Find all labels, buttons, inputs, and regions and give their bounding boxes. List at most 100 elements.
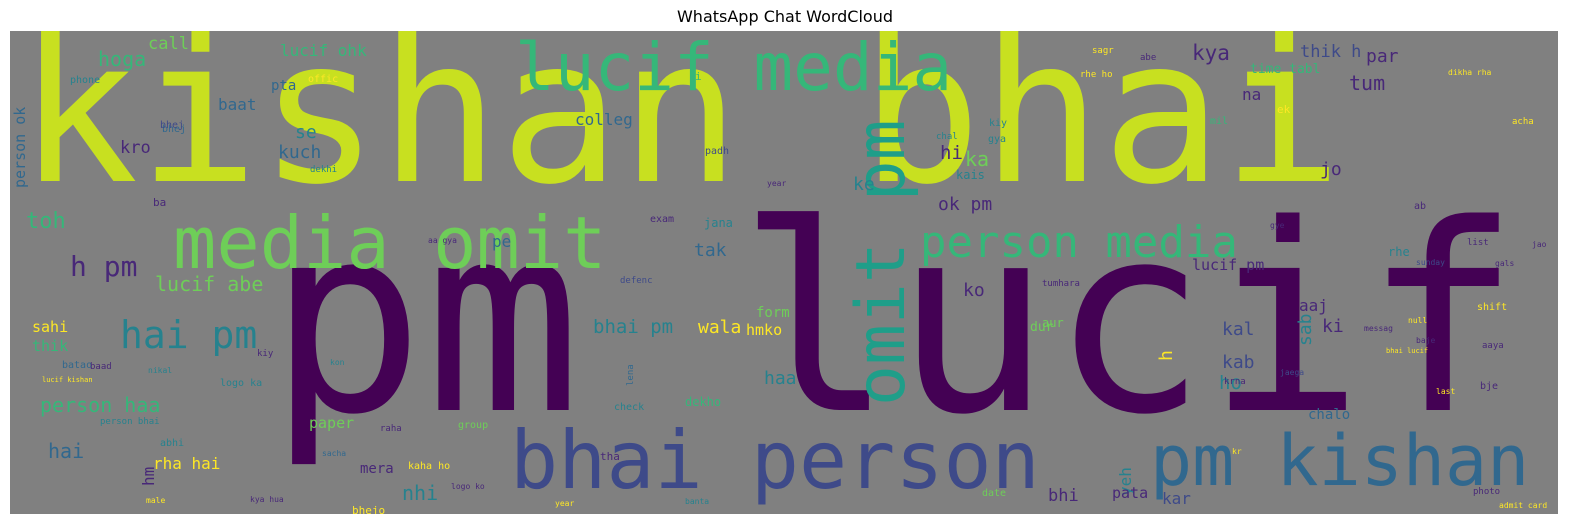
word: kaha ho [408,461,451,472]
word: check [614,402,645,413]
word: kishan bhai [18,31,1343,229]
word: banta [685,497,710,506]
word: bhej [162,124,187,135]
word: ek [1277,103,1291,116]
word: lucif kishan [42,376,93,384]
word: kya hua [250,495,284,504]
word: dekhi [310,165,338,175]
word: h pm [70,250,138,283]
word: chal [936,132,958,142]
word: ho [1219,372,1242,394]
word: sab [1295,313,1316,346]
word: rhe [1388,245,1410,259]
word: logo ko [451,482,485,491]
word: kar [1162,489,1191,508]
word: male [146,496,166,505]
word: par [1366,46,1399,67]
word: ab [1414,201,1427,212]
word: padh [705,146,730,157]
word: last [1436,387,1456,396]
word: bhai lucif [1386,347,1429,355]
word: pm kishan [1150,420,1530,502]
word: time tabl [1250,62,1321,77]
word: se [295,122,317,143]
word: pata [1112,484,1149,502]
word: batao [62,360,93,371]
word: list [1467,238,1489,248]
word: i [695,70,702,83]
word: phone [70,75,101,86]
word: paper [309,414,355,432]
word: gya [988,134,1007,145]
word: sagr [1092,46,1114,56]
word: haa [764,368,797,389]
word: aaya [1482,341,1504,351]
word: dekho [685,395,722,409]
word: kal [1222,319,1255,340]
word: jana [704,216,733,230]
word: kr [1232,447,1242,456]
word: chalo [1308,407,1351,423]
word: gye [1270,221,1285,230]
word: logo ka [220,378,263,389]
word: photo [1473,487,1501,497]
word: toh [26,209,66,234]
word: raha [380,424,402,434]
word: person bhai [100,417,160,427]
word: omit pm [842,119,921,406]
word: sacha [322,449,347,458]
word: sunday [1416,258,1445,267]
word: kya [1192,41,1230,65]
word: mera [360,461,394,477]
word: bhai person [510,414,1040,507]
word: call [148,34,189,54]
word: hm [139,466,158,486]
word: kiy [257,349,274,359]
word: na [1242,85,1262,104]
word: krna [1224,377,1246,387]
word: ok pm [938,194,993,215]
word: bje [1480,381,1499,392]
word: dur [1030,320,1054,335]
word: baad [90,362,112,372]
word: thik [32,337,69,355]
word: bhejo [352,504,386,514]
word: thik h [1300,42,1362,62]
word: ko [963,280,985,301]
word: aa gya [428,236,457,245]
word: hi [940,142,963,164]
word: colleg [575,110,633,129]
word: hai pm [120,313,258,357]
word: jo [1320,159,1342,180]
word: lena [626,364,636,386]
word: nikal [148,366,173,375]
word: lucif ohk [280,41,367,60]
word: admit card [1499,501,1548,510]
word: kon [330,358,345,367]
word: defenc [620,276,653,286]
word: bhi [1048,486,1079,506]
word: ke [853,174,875,195]
word: messag [1364,324,1393,333]
word: aur [1042,316,1064,330]
word: bhai pm [593,316,674,338]
word: abhi [160,438,185,449]
word: null [1408,316,1428,325]
word: pe [492,232,512,251]
word: kuch [278,142,322,163]
word: group [458,420,489,431]
word: aaj [1299,296,1328,315]
word: media omit [173,201,607,285]
word: acha [1512,117,1534,127]
word: tha [600,450,620,463]
word: wala [698,317,742,338]
word: hoga [98,47,147,71]
word: person haa [40,393,161,417]
word: hai [48,439,85,463]
word: tumhara [1042,279,1080,289]
word: pta [271,78,297,94]
word: form [756,305,790,321]
word: tum [1349,71,1386,95]
word: exam [650,214,675,225]
word: kais [956,168,985,182]
